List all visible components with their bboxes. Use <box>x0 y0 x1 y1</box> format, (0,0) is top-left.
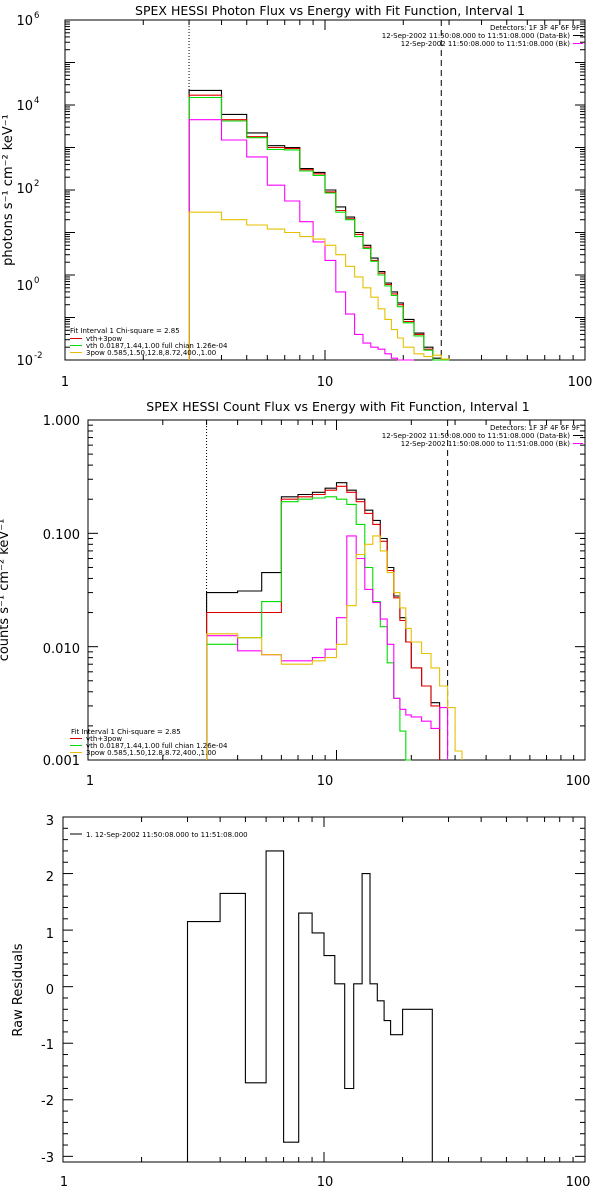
chart-title: SPEX HESSI Count Flux vs Energy with Fit… <box>146 399 529 414</box>
photon-flux-panel: SPEX HESSI Photon Flux vs Energy with Fi… <box>1 3 592 390</box>
y-tick-label: -1 <box>41 1038 54 1053</box>
y-tick-label: 10 <box>16 99 33 114</box>
y-tick-label: 0.010 <box>43 642 80 657</box>
y-tick-exponent: 6 <box>34 11 39 21</box>
y-tick-label: 10 <box>16 182 33 197</box>
x-tick-label: 100 <box>566 774 591 789</box>
data-interval-label: 12-Sep-2002 11:50:08.000 to 11:51:08.000… <box>382 432 571 440</box>
y-tick-label: 0 <box>46 983 54 998</box>
chart-title: SPEX HESSI Photon Flux vs Energy with Fi… <box>135 3 525 18</box>
count-flux-panel: SPEX HESSI Count Flux vs Energy with Fit… <box>0 399 590 789</box>
legend-entry-pow: 3pow 0.585,1.50,12.8,8.72,400.,1.00 <box>86 749 216 757</box>
y-tick-label: 0.001 <box>43 754 80 769</box>
y-tick-exponent: 4 <box>34 96 39 106</box>
series-group <box>206 482 463 761</box>
x-tick-label: 10 <box>317 1175 334 1190</box>
y-tick-label: 1.000 <box>43 414 80 429</box>
axis-ticks <box>64 19 585 361</box>
series-group <box>186 850 441 1163</box>
series-line-0 <box>186 850 441 1163</box>
y-axis-label: counts s⁻¹ cm⁻² keV⁻¹ <box>0 519 12 662</box>
legend-swatches <box>70 338 82 353</box>
series-line-0 <box>188 89 450 361</box>
x-tick-label: 10 <box>317 774 334 789</box>
legend-entry-total: vth+3pow <box>86 735 122 743</box>
y-tick-label: 1 <box>46 927 54 942</box>
y-tick-label: 3 <box>46 814 54 829</box>
y-tick-label: 10 <box>16 279 33 294</box>
x-tick-label: 1 <box>60 1175 68 1190</box>
range-markers <box>206 420 449 760</box>
header-swatches <box>573 35 583 44</box>
x-tick-label: 1 <box>61 375 69 390</box>
y-tick-exponent: -2 <box>34 351 42 361</box>
y-tick-exponent: 2 <box>34 179 39 189</box>
series-line-4 <box>206 535 463 760</box>
y-axis-label: photons s⁻¹ cm⁻² keV⁻¹ <box>1 114 16 266</box>
legend-entry-pow: 3pow 0.585,1.50,12.8,8.72,400.,1.00 <box>86 349 216 357</box>
fit-interval-label: Fit Interval 1 Chi-square = 2.85 <box>70 327 180 335</box>
x-tick-label: 100 <box>568 375 593 390</box>
y-tick-label: 10 <box>16 354 33 369</box>
series-line-2 <box>188 96 450 361</box>
x-tick-label: 100 <box>566 1175 591 1190</box>
header-swatches <box>573 435 583 444</box>
x-tick-label: 10 <box>317 375 334 390</box>
data-interval-label: 12-Sep-2002 11:50:08.000 to 11:51:08.000… <box>382 32 571 40</box>
axis-ticks <box>62 816 585 1162</box>
legend-entry: 1. 12-Sep-2002 11:50:08.000 to 11:51:08.… <box>86 831 248 839</box>
plot-frame <box>62 816 586 1163</box>
series-line-4 <box>188 211 450 360</box>
axis-ticks <box>87 419 585 761</box>
x-tick-label: 1 <box>86 774 94 789</box>
y-tick-label: -3 <box>41 1151 54 1166</box>
fit-interval-label: Fit Interval 1 Chi-square = 2.85 <box>71 728 181 736</box>
y-tick-label: 0.100 <box>43 528 80 543</box>
series-line-1 <box>188 94 450 361</box>
plot-frame <box>87 419 586 761</box>
y-axis-label: Raw Residuals <box>11 943 26 1036</box>
legend-entry-vth: vth 0.0187,1.44,1.00 full chian 1.26e-04 <box>86 342 228 350</box>
y-tick-label: 10 <box>16 14 33 29</box>
series-line-0 <box>206 482 448 761</box>
series-line-3 <box>188 119 414 361</box>
detectors-label: Detectors: 1F 3F 4F 6F 9F <box>490 24 580 32</box>
bk-interval-label: 12-Sep-2002 11:50:08.000 to 11:51:08.000… <box>401 40 571 48</box>
series-group <box>188 89 450 361</box>
y-tick-label: -2 <box>41 1094 54 1109</box>
legend-entry-total: vth+3pow <box>86 335 122 343</box>
residuals-panel: 1 10 100 -3 -2 -1 0 1 2 3 Raw Residuals … <box>11 814 590 1190</box>
range-markers <box>188 20 442 360</box>
legend-swatches <box>70 738 82 753</box>
legend-entry-vth: vth 0.0187,1.44,1.00 full chian 1.26e-04 <box>86 742 228 750</box>
detectors-label: Detectors: 1F 3F 4F 6F 9F <box>490 424 580 432</box>
series-line-1 <box>206 485 441 760</box>
bk-interval-label: 12-Sep-2002 11:50:08.000 to 11:51:08.000… <box>401 440 571 448</box>
y-tick-label: 2 <box>46 870 54 885</box>
y-tick-exponent: 0 <box>34 276 39 286</box>
